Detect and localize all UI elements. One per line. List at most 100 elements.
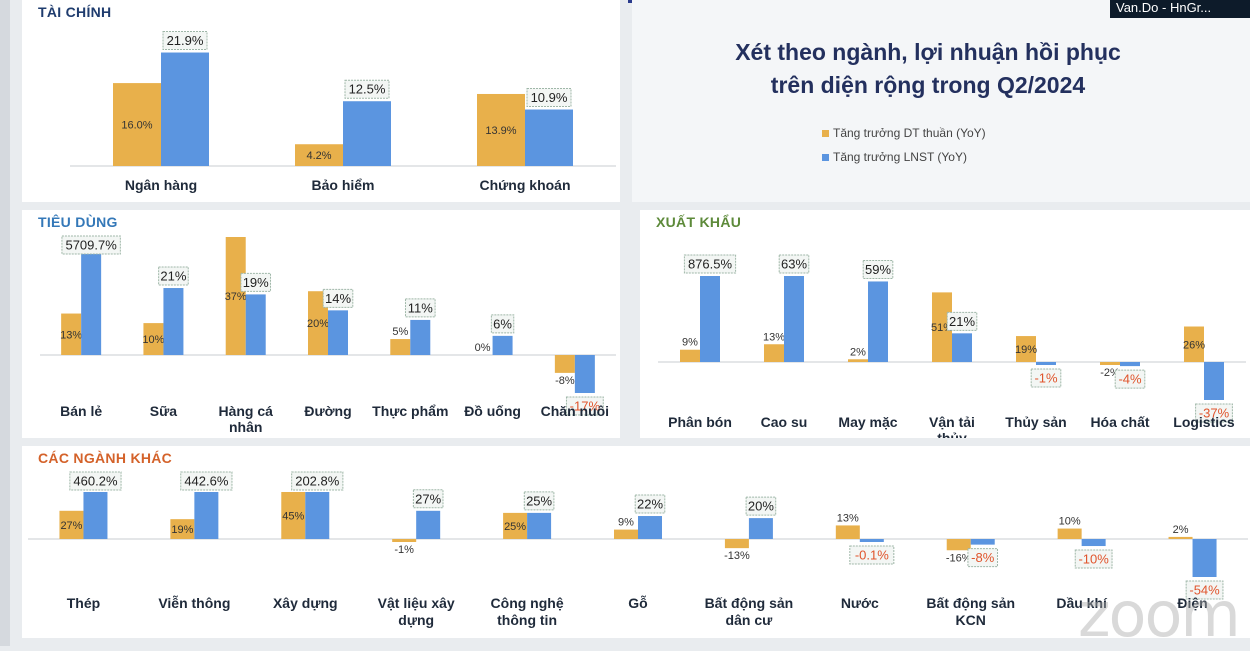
data-label-box: [1114, 369, 1146, 389]
bar-revenue: [848, 359, 868, 362]
category-label: Thép: [67, 595, 100, 611]
data-label-box: [565, 396, 604, 416]
slide-title: Xét theo ngành, lợi nhuận hồi phục trên …: [672, 36, 1184, 102]
data-label-profit: 11%: [408, 300, 433, 315]
category-label: dân cư: [726, 612, 774, 628]
data-label-profit: 6%: [493, 316, 512, 331]
data-label-profit: 21%: [160, 269, 186, 284]
bar-revenue: [503, 512, 528, 539]
data-label-revenue: 25%: [504, 521, 526, 533]
zoom-watermark: zoom: [1078, 578, 1241, 651]
bar-profit: [416, 510, 441, 539]
category-label: Bất động sản: [705, 595, 794, 611]
data-label-box: [634, 494, 666, 514]
data-label-revenue: 13.9%: [485, 125, 516, 137]
category-label: Điện: [1177, 595, 1207, 611]
category-label: Xây dựng: [273, 595, 338, 611]
data-label-revenue: 2%: [850, 346, 866, 358]
data-label-box: [490, 314, 515, 334]
bar-profit: [492, 335, 513, 355]
bar-revenue: [295, 144, 343, 166]
data-label-profit: 10.9%: [531, 90, 568, 105]
category-label: Viễn thông: [158, 595, 230, 611]
data-label-box: [523, 491, 555, 511]
data-label-revenue: -1%: [394, 544, 414, 556]
data-label-profit: 19%: [243, 275, 269, 290]
category-label: dựng: [398, 612, 434, 628]
data-label-revenue: 9%: [682, 337, 698, 349]
slide-title-line1: Xét theo ngành, lợi nhuận hồi phục: [735, 39, 1121, 65]
data-label-profit: -1%: [1034, 371, 1058, 386]
data-label-profit: 25%: [526, 493, 552, 508]
slide-title-area: Xét theo ngành, lợi nhuận hồi phục trên …: [632, 0, 1250, 202]
bar-profit: [1081, 539, 1106, 547]
bar-revenue: [724, 539, 749, 549]
category-label: Gỗ: [628, 595, 647, 611]
data-label-profit: -54%: [1189, 583, 1220, 598]
data-label-box: [1074, 549, 1113, 569]
data-label-box: [158, 266, 189, 286]
bar-revenue: [61, 313, 82, 355]
data-label-profit: 21.9%: [167, 33, 204, 48]
category-label: Đồ uống: [464, 403, 521, 419]
panel-cac-nganh-khac: CÁC NGÀNH KHÁC 27% 460.2% Thép 19% 442.6% Viễ…: [22, 446, 1250, 638]
data-label-box: [61, 235, 121, 255]
data-label-revenue: 9%: [618, 517, 634, 529]
category-label: KCN: [956, 612, 986, 628]
data-label-revenue: 16.0%: [121, 120, 152, 132]
data-label-profit: 876.5%: [688, 257, 733, 272]
bar-profit: [1192, 539, 1217, 577]
data-label-revenue: 10%: [1059, 516, 1081, 528]
legend-label-profit: Tăng trưởng LNST (YoY): [833, 150, 967, 164]
bar-revenue: [1057, 528, 1082, 539]
category-label: Nước: [841, 595, 879, 611]
section-title-xuat-khau: XUẤT KHẨU: [656, 214, 742, 230]
bar-profit: [81, 237, 102, 355]
data-label-profit: 442.6%: [184, 474, 229, 489]
bar-profit: [305, 492, 330, 539]
category-label: Vận tải: [929, 414, 975, 430]
data-label-revenue: 0%: [475, 342, 491, 354]
chart-xuat-khau: 9% 876.5% Phân bón 13% 63% Cao su 2% 59% May mặc…: [658, 254, 1246, 438]
category-label: thông tin: [497, 612, 557, 628]
data-label-box: [862, 259, 894, 279]
data-label-profit: 59%: [865, 262, 891, 277]
data-label-profit: -8%: [971, 550, 995, 565]
data-label-box: [412, 489, 444, 509]
data-label-revenue: 2%: [1173, 524, 1189, 536]
bar-profit: [328, 310, 348, 355]
bar-profit: [163, 288, 184, 355]
data-label-profit: -10%: [1078, 552, 1109, 567]
legend-item-revenue: Tăng trưởng DT thuần (YoY): [822, 126, 986, 140]
data-label-box: [967, 548, 999, 568]
data-label-revenue: 20%: [307, 318, 329, 330]
category-label: Thủy sản: [1005, 414, 1066, 430]
data-label-box: [1185, 580, 1224, 600]
bar-revenue: [1100, 362, 1120, 365]
bar-profit: [527, 512, 552, 539]
bar-profit: [161, 52, 209, 166]
panel-tai-chinh: TÀI CHÍNH 16.0% 21.9% Ngân hàng 4.2% 12.5% Bả…: [22, 0, 620, 202]
bar-profit: [1204, 362, 1224, 400]
category-label: Bán lẻ: [60, 403, 102, 419]
bar-revenue: [1168, 536, 1193, 539]
section-title-tai-chinh: TÀI CHÍNH: [38, 4, 112, 20]
category-label: Bất động sản: [926, 595, 1015, 611]
data-label-revenue: 19%: [171, 524, 193, 536]
category-label: Ngân hàng: [125, 177, 197, 193]
bar-profit: [83, 492, 108, 539]
category-label: Hóa chất: [1090, 414, 1149, 430]
bar-revenue: [764, 344, 784, 362]
bar-revenue: [835, 525, 860, 539]
left-edge-strip: [0, 0, 10, 646]
data-label-profit: -17%: [570, 399, 601, 414]
bar-revenue: [225, 237, 246, 355]
bar-profit: [700, 276, 720, 362]
data-label-box: [240, 272, 272, 292]
data-label-revenue: -8%: [555, 375, 575, 387]
data-label-revenue: -13%: [724, 550, 750, 562]
section-title-cac-nganh-khac: CÁC NGÀNH KHÁC: [38, 450, 173, 466]
legend-label-revenue: Tăng trưởng DT thuần (YoY): [833, 126, 986, 140]
bar-revenue: [946, 539, 971, 551]
legend-item-profit: Tăng trưởng LNST (YoY): [822, 150, 967, 164]
